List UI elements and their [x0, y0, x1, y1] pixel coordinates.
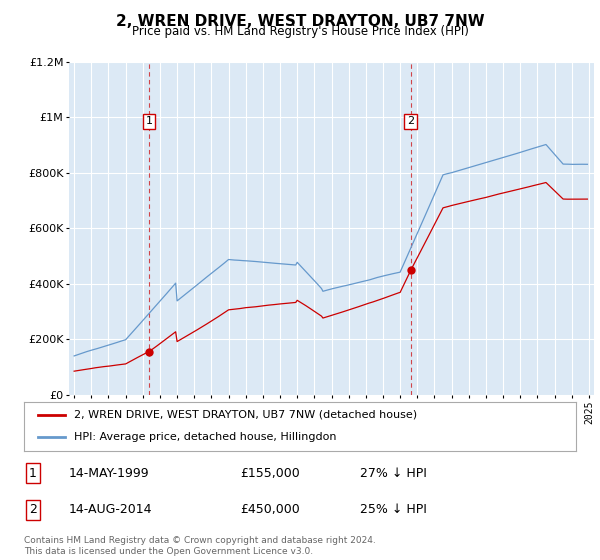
Text: 27% ↓ HPI: 27% ↓ HPI	[360, 466, 427, 480]
Text: Contains HM Land Registry data © Crown copyright and database right 2024.
This d: Contains HM Land Registry data © Crown c…	[24, 536, 376, 556]
Text: HPI: Average price, detached house, Hillingdon: HPI: Average price, detached house, Hill…	[74, 432, 336, 442]
Text: 2: 2	[29, 503, 37, 516]
Text: Price paid vs. HM Land Registry's House Price Index (HPI): Price paid vs. HM Land Registry's House …	[131, 25, 469, 38]
Text: 1: 1	[146, 116, 152, 127]
Text: 1: 1	[29, 466, 37, 480]
Text: 2, WREN DRIVE, WEST DRAYTON, UB7 7NW: 2, WREN DRIVE, WEST DRAYTON, UB7 7NW	[116, 14, 484, 29]
Text: 14-MAY-1999: 14-MAY-1999	[69, 466, 149, 480]
Text: 2, WREN DRIVE, WEST DRAYTON, UB7 7NW (detached house): 2, WREN DRIVE, WEST DRAYTON, UB7 7NW (de…	[74, 410, 417, 420]
Text: £450,000: £450,000	[240, 503, 300, 516]
Text: 2: 2	[407, 116, 415, 127]
Text: 14-AUG-2014: 14-AUG-2014	[69, 503, 152, 516]
Text: £155,000: £155,000	[240, 466, 300, 480]
Text: 25% ↓ HPI: 25% ↓ HPI	[360, 503, 427, 516]
